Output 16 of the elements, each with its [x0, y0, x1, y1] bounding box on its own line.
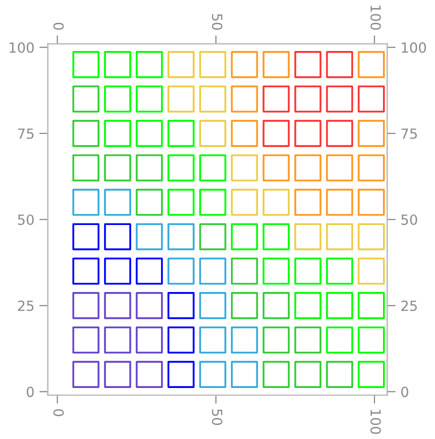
y2-tick-label: 25: [401, 300, 417, 312]
x-tick-label: 0: [53, 409, 64, 416]
y2-tick-label: 50: [401, 214, 418, 225]
y-tick-label: 0: [26, 386, 34, 398]
y-tick-label: 75: [18, 128, 34, 139]
y-tick-label: 25: [18, 300, 34, 312]
x-tick-label: 50: [212, 409, 222, 426]
y2-tick-label: 75: [401, 128, 417, 139]
y-tick-label: 50: [18, 214, 34, 225]
y2-tick-label: 0: [401, 386, 408, 398]
y2-tick-label: 100: [402, 42, 426, 53]
x2-tick-label: 50: [212, 14, 222, 30]
x2-tick-label: 100: [370, 6, 381, 30]
y-tick-label: 100: [10, 42, 34, 53]
x2-tick-label: 0: [53, 22, 64, 30]
x-tick-label: 100: [370, 410, 381, 434]
